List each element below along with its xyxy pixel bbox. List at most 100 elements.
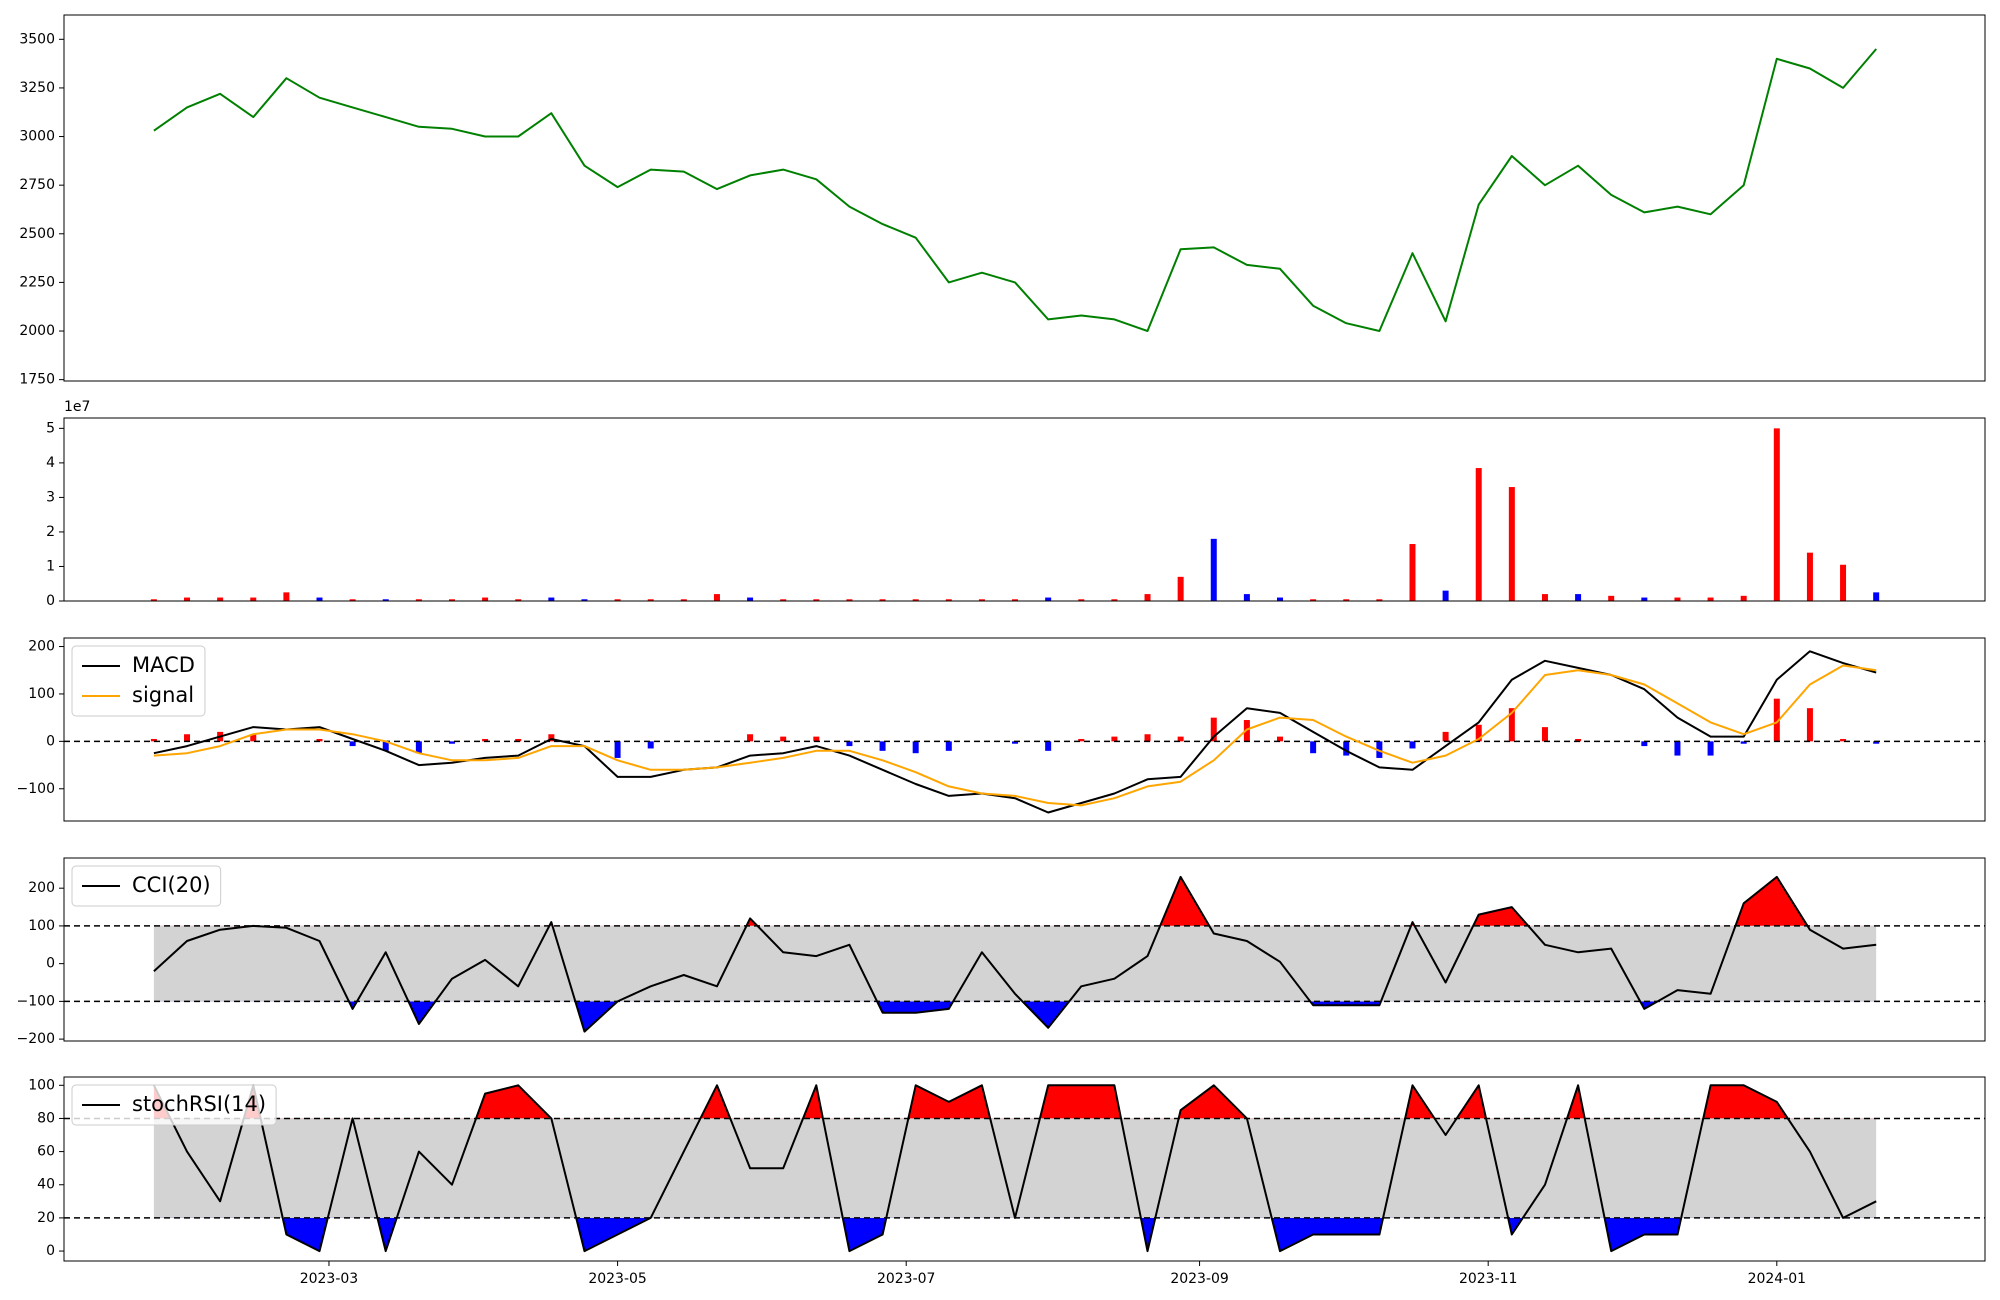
histogram-bar — [1475, 724, 1482, 742]
bar — [283, 592, 290, 601]
histogram-bar — [1078, 738, 1085, 742]
histogram-bar — [813, 736, 820, 742]
y-tick-label: 60 — [37, 1144, 55, 1160]
histogram-bar — [1012, 741, 1019, 744]
legend: CCI(20) — [71, 865, 222, 907]
histogram-bar — [879, 741, 886, 751]
bar — [1111, 599, 1118, 601]
bar — [1641, 597, 1648, 601]
histogram-bar — [912, 741, 919, 754]
bar — [1773, 428, 1780, 601]
histogram-bar — [415, 741, 422, 754]
histogram-bar — [150, 738, 157, 742]
series-line — [153, 664, 1877, 807]
histogram-bar — [548, 734, 555, 742]
y-tick-label: 40 — [37, 1177, 55, 1193]
plot-area — [150, 428, 1880, 601]
histogram-bar — [1674, 741, 1681, 756]
histogram-bar — [1508, 708, 1515, 742]
histogram-bar — [448, 741, 455, 744]
y-tick-label: 0 — [46, 733, 55, 749]
bar — [1740, 595, 1747, 601]
band — [153, 925, 1877, 1002]
x-tick-label: 2023-11 — [1459, 1271, 1518, 1287]
histogram-bar — [1806, 708, 1813, 742]
bar — [1045, 597, 1052, 601]
y-tick-label: 2500 — [19, 226, 55, 242]
bar — [1806, 552, 1813, 601]
histogram-bar — [316, 738, 323, 742]
legend-label: stochRSI(14) — [132, 1092, 266, 1116]
bar — [1012, 599, 1019, 601]
bar — [1541, 594, 1548, 601]
bar — [581, 599, 588, 601]
histogram-bar — [1409, 741, 1416, 749]
panel: −100 0 100 200 MACD signal — [17, 637, 1986, 822]
bar — [184, 597, 191, 601]
axes-frame — [63, 14, 1986, 382]
bar — [1674, 597, 1681, 601]
y-tick-label: 100 — [28, 918, 55, 934]
panel: −200 −100 0 100 200 CCI(20) — [17, 857, 1986, 1047]
y-tick-label: 0 — [46, 593, 55, 609]
axes-frame — [63, 417, 1986, 602]
histogram-bar — [382, 741, 389, 751]
bar — [713, 594, 720, 601]
y-tick-label: 5 — [46, 420, 55, 436]
axes-frame — [63, 1076, 1986, 1262]
y-tick-label: 3250 — [19, 80, 55, 96]
histogram-bar — [482, 738, 489, 742]
y-tick-label: 20 — [37, 1210, 55, 1226]
bar — [250, 597, 257, 601]
bar — [448, 599, 455, 601]
histogram-bar — [1310, 741, 1317, 754]
bar — [780, 599, 787, 601]
y-tick-label: 1 — [46, 558, 55, 574]
axes-frame — [63, 857, 1986, 1042]
bar — [1707, 597, 1714, 601]
bar — [680, 599, 687, 601]
y-tick-label: 80 — [37, 1110, 55, 1126]
bar — [150, 599, 157, 601]
bar — [1177, 576, 1184, 601]
bar — [912, 599, 919, 601]
legend: MACD signal — [71, 645, 206, 717]
plot-area — [64, 1084, 1985, 1253]
bar — [1277, 597, 1284, 601]
histogram-bar — [1575, 738, 1582, 742]
bar — [1575, 594, 1582, 601]
bar — [647, 599, 654, 601]
y-tick-label: 1750 — [19, 372, 55, 388]
y-tick-label: −100 — [17, 993, 55, 1009]
bar — [1376, 599, 1383, 601]
bar — [482, 597, 489, 601]
bar — [1442, 590, 1449, 601]
bar — [846, 599, 853, 601]
histogram-bar — [184, 734, 191, 742]
y-tick-label: 100 — [28, 1077, 55, 1093]
histogram-bar — [1740, 741, 1747, 744]
x-tick-label: 2024-01 — [1748, 1271, 1807, 1287]
histogram-bar — [1541, 727, 1548, 742]
bar — [316, 597, 323, 601]
bar — [1475, 468, 1482, 601]
histogram-bar — [1111, 736, 1118, 742]
bar — [747, 597, 754, 601]
y-tick-label: −200 — [17, 1031, 55, 1047]
bar — [1310, 599, 1317, 601]
bar — [945, 599, 952, 601]
legend-label: MACD — [132, 653, 195, 677]
bar — [1840, 564, 1847, 601]
y-tick-label: 2250 — [19, 274, 55, 290]
y-tick-label: 4 — [46, 455, 55, 471]
bar — [349, 599, 356, 601]
plot-area — [153, 48, 1877, 332]
y-tick-label: 2750 — [19, 177, 55, 193]
histogram-bar — [747, 734, 754, 742]
series-line — [153, 1084, 1877, 1253]
bar — [1873, 592, 1880, 601]
bar — [1343, 599, 1350, 601]
axes-frame — [63, 637, 1986, 822]
histogram-bar — [846, 741, 853, 747]
